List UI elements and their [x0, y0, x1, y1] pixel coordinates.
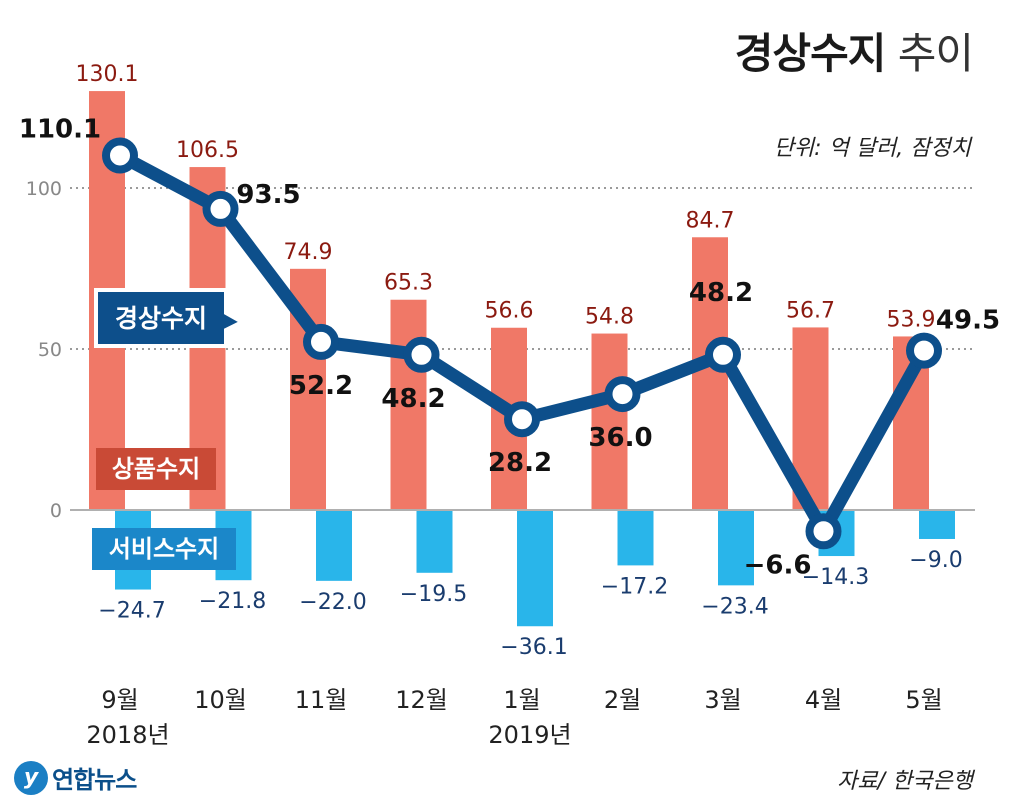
current-account-point [705, 336, 741, 373]
goods-value-label: 56.6 [485, 299, 534, 324]
current-account-value-label: 48.2 [381, 384, 445, 414]
title-light: 추이 [897, 29, 974, 78]
unit-label: 단위: 억 달러, 잠정치 [773, 136, 971, 161]
goods-value-label: 65.3 [384, 271, 433, 296]
services-bar [517, 510, 553, 627]
goods-value-label: 84.7 [686, 208, 735, 233]
current-account-value-label: 28.2 [488, 448, 552, 478]
x-tick-label: 5월 [905, 686, 942, 714]
goods-value-label: 54.8 [585, 305, 634, 330]
services-value-label: −19.5 [400, 582, 467, 607]
publisher-logo: y 연합뉴스 [14, 760, 137, 795]
legend-goods-label: 상품수지 [112, 455, 200, 483]
goods-bar [591, 333, 628, 510]
y-tick-label: 0 [50, 500, 62, 522]
goods-value-label: 106.5 [176, 138, 239, 163]
goods-bar [390, 299, 427, 510]
logo-icon: y [14, 760, 48, 795]
services-value-label: −14.3 [802, 565, 869, 590]
current-account-point [403, 336, 440, 373]
current-account-value-label: 49.5 [936, 306, 1000, 336]
goods-value-label: 130.1 [76, 62, 139, 87]
x-tick-label: 9월 [101, 686, 138, 714]
services-value-label: −23.4 [701, 594, 768, 619]
x-tick-label: 3월 [704, 686, 741, 714]
current-account-point [303, 323, 339, 360]
legend-current-account [94, 288, 247, 348]
x-tick-label: 1월 [503, 686, 540, 714]
services-value-label: −21.8 [199, 589, 266, 614]
current-account-value-label: 36.0 [588, 423, 652, 453]
goods-value-label: 56.7 [786, 298, 835, 323]
services-bar [718, 510, 754, 586]
x-year-label: 2019년 [488, 721, 571, 749]
legend-current-account-label: 경상수지 [115, 304, 207, 333]
current-account-value-label: 48.2 [689, 278, 753, 308]
y-tick-label: 50 [38, 339, 62, 361]
x-year-label: 2018년 [86, 721, 169, 749]
current-account-point [102, 137, 138, 174]
logo-text: 연합뉴스 [52, 766, 137, 794]
current-account-point [805, 513, 842, 550]
x-tick-label: 2월 [604, 686, 641, 714]
legend-goods [96, 448, 216, 490]
current-account-point [504, 401, 540, 438]
current-account-point [906, 332, 942, 369]
current-account-value-label: 93.5 [236, 180, 300, 210]
legend-services-label: 서비스수지 [109, 535, 219, 563]
source-label: 자료/ 한국은행 [837, 769, 973, 794]
services-value-label: −24.7 [98, 599, 165, 624]
goods-bar [692, 237, 728, 511]
x-tick-label: 4월 [805, 686, 842, 714]
services-value-label: −22.0 [299, 590, 366, 615]
services-value-label: −36.1 [500, 635, 567, 660]
current-account-value-label: 52.2 [289, 371, 353, 401]
services-bar [416, 510, 453, 573]
goods-value-label: 53.9 [887, 307, 936, 332]
chart-title: 경상수지 추이 [734, 20, 974, 81]
current-account-value-label: −6.6 [744, 550, 812, 580]
current-account-point [202, 190, 239, 227]
services-bar [919, 510, 955, 539]
y-tick-label: 100 [26, 178, 62, 200]
x-tick-label: 10월 [194, 686, 247, 714]
current-account-point [604, 376, 641, 413]
x-tick-label: 12월 [395, 686, 448, 714]
legend-services [92, 528, 236, 570]
goods-value-label: 74.9 [284, 240, 333, 265]
services-bar [316, 510, 352, 581]
title-bold: 경상수지 [734, 29, 887, 78]
services-bar [617, 510, 654, 566]
x-tick-label: 11월 [295, 686, 348, 714]
services-value-label: −9.0 [909, 548, 962, 573]
services-value-label: −17.2 [601, 574, 668, 599]
current-account-value-label: 110.1 [19, 114, 101, 144]
